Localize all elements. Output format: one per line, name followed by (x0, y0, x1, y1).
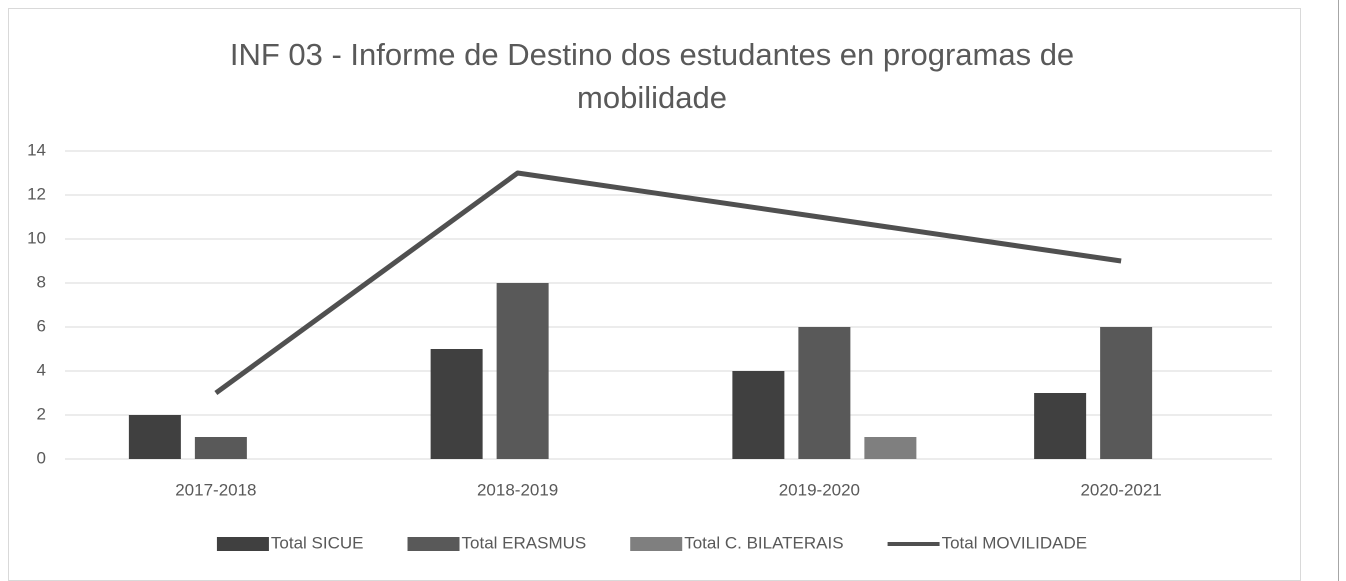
y-tick-label: 0 (37, 448, 46, 467)
legend-label: Total C. BILATERAIS (684, 533, 843, 552)
bar (1100, 327, 1153, 459)
legend-label: Total MOVILIDADE (942, 533, 1088, 552)
y-tick-label: 4 (37, 360, 46, 379)
bar (798, 327, 851, 459)
x-tick-label: 2017-2018 (175, 480, 256, 499)
legend-swatch (407, 537, 460, 551)
y-tick-label: 8 (37, 272, 46, 291)
bar (496, 283, 549, 459)
x-tick-label: 2020-2021 (1080, 480, 1161, 499)
bar (864, 437, 917, 459)
y-tick-label: 6 (37, 316, 46, 335)
bar (128, 415, 181, 459)
line (214, 170, 1122, 396)
y-tick-label: 12 (27, 184, 46, 203)
legend-label: Total SICUE (271, 533, 364, 552)
legend-swatch (216, 537, 269, 551)
x-tick-label: 2018-2019 (477, 480, 558, 499)
y-tick-label: 2 (37, 404, 46, 423)
y-tick-label: 10 (27, 228, 46, 247)
legend-swatch (630, 537, 683, 551)
legend-label: Total ERASMUS (462, 533, 587, 552)
bar (194, 437, 247, 459)
bar (430, 349, 483, 459)
y-tick-label: 14 (27, 140, 46, 159)
bar (1034, 393, 1087, 459)
bar (732, 371, 785, 459)
x-tick-label: 2019-2020 (779, 480, 860, 499)
chart-title: INF 03 - Informe de Destino dos estudant… (229, 37, 1075, 115)
